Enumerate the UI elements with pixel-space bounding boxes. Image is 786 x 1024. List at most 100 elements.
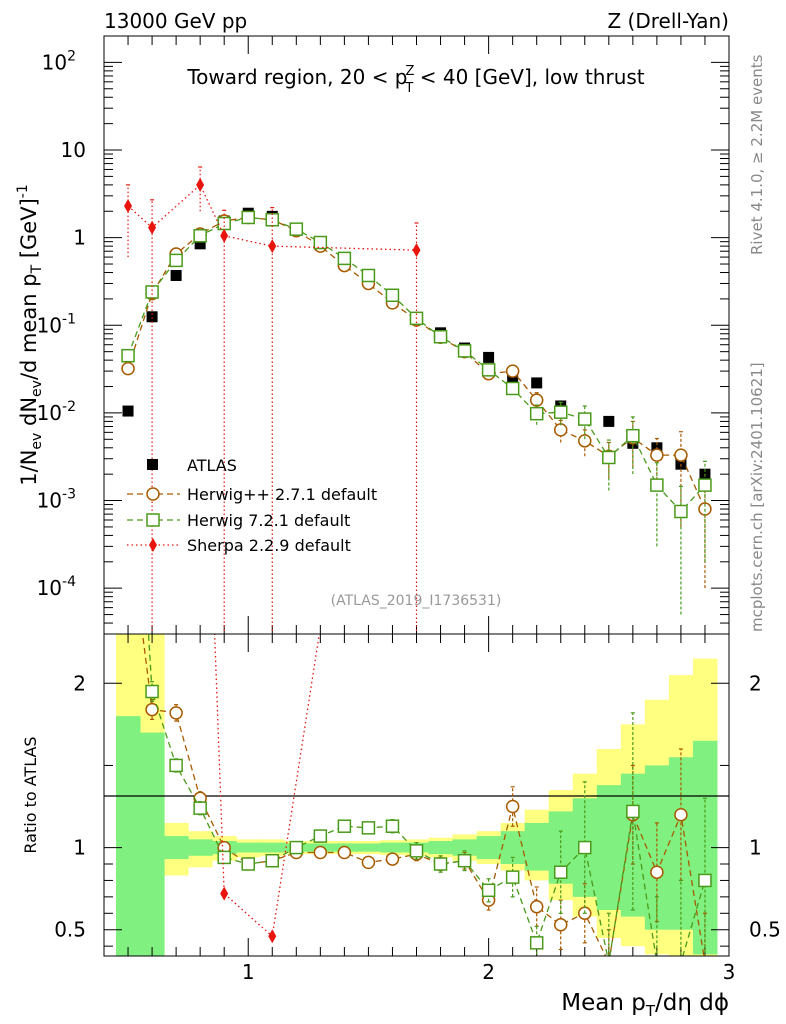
ratio-point-herwig7 — [337, 819, 352, 833]
ratio-point-herwig7 — [289, 840, 304, 855]
main-y-tick-label: 102 — [42, 48, 76, 74]
data-point-herwig7 — [505, 381, 520, 396]
legend-sherpa-label: Sherpa 2.2.9 default — [187, 536, 351, 555]
data-point-herwig7 — [313, 235, 328, 250]
x-tick-label: 3 — [723, 960, 736, 984]
ratio-y-tick-label: 2 — [73, 671, 86, 695]
ratio-point-herwig7 — [698, 873, 712, 888]
legend-atlas-marker — [147, 459, 158, 470]
ratio-series-group — [122, 299, 712, 956]
ratio-point-herwigpp — [607, 955, 611, 956]
ratio-y-tick-label: 1 — [73, 836, 86, 860]
ratio-point-herwig7 — [457, 853, 472, 868]
main-series-group — [121, 166, 712, 634]
ratio-y-tick-label: 0.5 — [54, 918, 86, 942]
data-point-sherpa — [196, 177, 205, 192]
ratio-point-herwigpp — [703, 955, 707, 956]
series-herwig-2-7-1-default — [121, 210, 712, 589]
data-point-sherpa — [124, 198, 133, 213]
process-label: Z (Drell-Yan) — [607, 9, 729, 33]
rivet-version-label: Rivet 4.1.0, ≥ 2.2M events — [748, 54, 766, 255]
source-label: mcplots.cern.ch [arXiv:2401.10621] — [748, 362, 766, 632]
legend-entry-herwigpp: Herwig++ 2.7.1 default — [127, 485, 377, 504]
data-point-atlas — [194, 238, 206, 250]
data-point-herwigpp — [553, 423, 568, 437]
legend-herwig7-label: Herwig 7.2.1 default — [187, 511, 350, 530]
data-point-herwigpp — [505, 364, 520, 378]
x-tick-label: 1 — [242, 960, 255, 984]
ratio-point-sherpa — [220, 886, 229, 901]
data-point-herwig7 — [145, 285, 159, 299]
ratio-point-herwigpp — [553, 918, 568, 932]
ratio-point-herwig7 — [602, 955, 616, 956]
data-point-herwig7 — [121, 348, 135, 363]
inner-uncertainty-band — [260, 842, 285, 853]
ratio-y-axis-label: Ratio to ATLAS — [21, 736, 40, 853]
inner-uncertainty-band — [140, 732, 165, 956]
x-axis-label: Mean pT/dη dϕ — [561, 990, 729, 1020]
ratio-point-herwigpp — [361, 855, 376, 870]
main-y-tick-label: 10-4 — [37, 574, 77, 600]
inner-uncertainty-band — [356, 843, 381, 852]
data-point-atlas — [122, 405, 134, 417]
legend-entry-atlas: ATLAS — [147, 456, 237, 475]
data-point-herwig7 — [698, 478, 712, 492]
data-point-herwig7 — [169, 253, 183, 268]
ratio-point-herwigpp — [385, 852, 400, 866]
inner-uncertainty-band — [596, 785, 622, 910]
inner-uncertainty-band — [236, 842, 261, 853]
data-point-atlas — [603, 415, 615, 427]
inner-uncertainty-band — [188, 839, 213, 856]
legend-herwig7-marker — [146, 513, 160, 527]
ratio-point-herwig7 — [361, 821, 376, 835]
data-point-herwig7 — [289, 222, 304, 236]
main-panel: 10-4 10-3 10-2 10-1 1 10 102 Toward region, 20… — [15, 35, 730, 635]
main-y-tick-label: 10 — [61, 138, 86, 162]
data-point-herwig7 — [217, 216, 231, 231]
ratio-y-tick-label-right: 0.5 — [749, 918, 781, 942]
ratio-uncertainty-bands — [116, 634, 718, 956]
main-y-tick-label: 1 — [73, 226, 86, 250]
ratio-point-herwig7 — [529, 936, 544, 950]
ratio-point-herwig7 — [265, 853, 280, 868]
main-y-axis-label: 1/Nev dNev/d mean pT [GeV]-1 — [15, 184, 45, 485]
ratio-point-herwig7 — [122, 299, 134, 311]
plot-title: Toward region, 20 < pZ T < 40 [GeV], low … — [186, 64, 644, 96]
main-axis-ticks: 10-4 10-3 10-2 10-1 1 10 102 — [37, 36, 730, 634]
data-point-herwigpp — [529, 393, 544, 407]
series-herwig-7-2-1-default — [121, 210, 712, 615]
legend-atlas-label: ATLAS — [187, 456, 237, 475]
data-point-sherpa — [220, 228, 229, 243]
legend-entry-sherpa: Sherpa 2.2.9 default — [127, 536, 351, 555]
ratio-point-herwigpp — [650, 865, 664, 879]
ratio-point-herwig7 — [626, 804, 640, 819]
data-point-herwigpp — [121, 361, 135, 376]
data-point-herwig7 — [337, 251, 352, 266]
data-point-herwig7 — [433, 329, 448, 344]
ratio-point-herwig7 — [433, 857, 448, 871]
ratio-point-herwigpp — [529, 899, 544, 914]
inner-uncertainty-band — [116, 716, 141, 956]
legend: ATLAS Herwig++ 2.7.1 default Herwig 7.2.… — [127, 456, 377, 555]
ratio-point-herwigpp — [169, 706, 183, 720]
ratio-point-herwig7 — [505, 870, 520, 884]
ratio-point-sherpa — [268, 929, 277, 944]
ratio-point-herwig7 — [409, 844, 424, 858]
data-point-atlas — [483, 351, 495, 363]
ratio-frame — [103, 633, 730, 957]
data-point-herwig7 — [193, 229, 207, 243]
data-point-atlas — [146, 311, 158, 323]
data-point-herwig7 — [674, 504, 688, 519]
main-y-tick-label: 10-1 — [37, 311, 76, 337]
legend-sherpa-marker — [149, 538, 157, 552]
ratio-y-tick-label-right: 2 — [749, 671, 762, 695]
energy-label: 13000 GeV pp — [104, 9, 247, 33]
data-point-herwig7 — [241, 210, 255, 225]
legend-entry-herwig7: Herwig 7.2.1 default — [127, 511, 350, 530]
ratio-point-herwigpp — [313, 845, 328, 860]
data-point-herwig7 — [385, 288, 400, 303]
ratio-point-herwig7 — [217, 850, 231, 865]
data-point-herwig7 — [553, 405, 568, 419]
ratio-panel: 0.5 0.5 1 1 2 2 1 2 3 Ratio to ATLAS Mean pT/dη … — [21, 299, 781, 1020]
